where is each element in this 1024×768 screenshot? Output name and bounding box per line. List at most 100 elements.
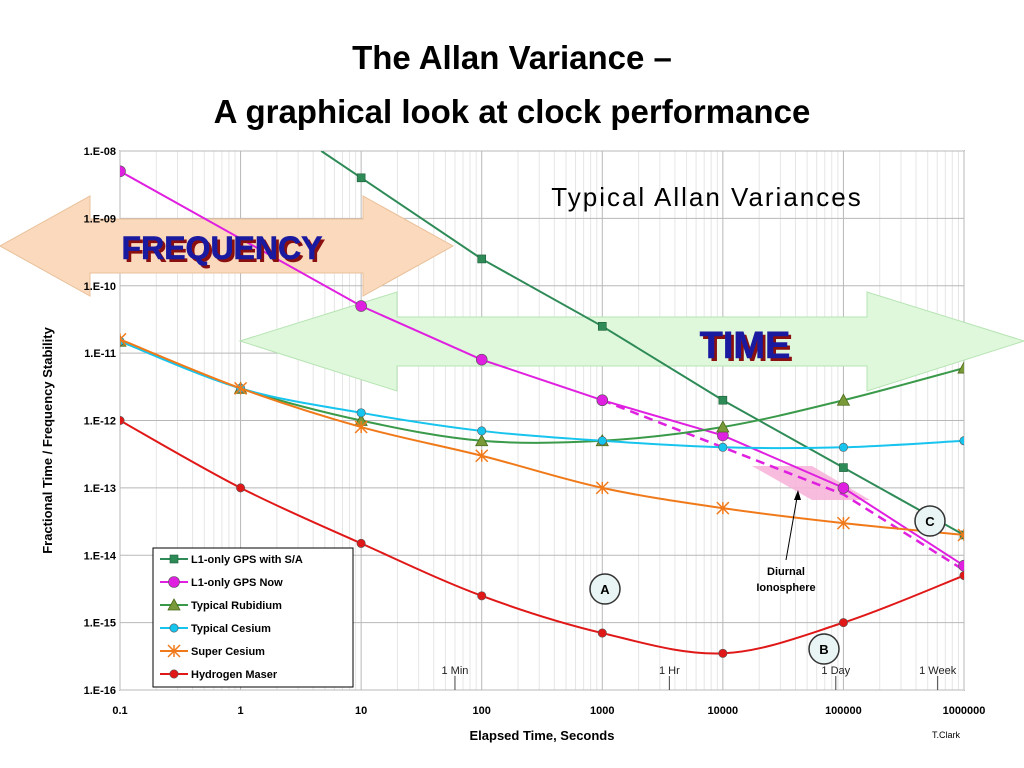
data-point <box>718 395 728 405</box>
legend-entry: Super Cesium <box>191 646 265 658</box>
data-point <box>234 381 248 395</box>
data-point <box>597 628 607 638</box>
y-tick-label: 1.E-08 <box>84 146 116 158</box>
series-super_cesium <box>120 332 964 542</box>
series-line <box>120 338 964 536</box>
data-point <box>355 300 367 312</box>
data-point <box>475 433 489 447</box>
series-maser <box>120 416 964 658</box>
data-point <box>718 442 728 452</box>
data-point <box>836 516 850 530</box>
y-tick-label: 1.E-14 <box>84 550 117 562</box>
diurnal-label-2: Ionosphere <box>756 582 815 594</box>
frequency-arrow <box>0 195 455 297</box>
x-axis-title: Elapsed Time, Seconds <box>470 728 615 743</box>
data-point <box>356 173 366 183</box>
event-label: 1 Week <box>919 665 957 677</box>
data-point <box>120 332 127 346</box>
legend-marker <box>169 669 179 679</box>
credit-label: T.Clark <box>932 730 961 740</box>
legend-marker <box>168 576 180 588</box>
y-tick-label: 1.E-09 <box>84 213 116 225</box>
data-point <box>718 648 728 658</box>
y-tick-label: 1.E-12 <box>84 416 116 428</box>
legend-marker <box>169 623 179 633</box>
y-tick-label: 1.E-15 <box>84 618 116 630</box>
time-arrow <box>238 291 1024 392</box>
legend-marker <box>167 598 181 611</box>
x-tick-label: 10000 <box>708 705 739 717</box>
data-point <box>836 393 851 406</box>
y-tick-label: 1.E-16 <box>84 685 116 697</box>
dashed-trend-line <box>601 399 964 572</box>
series-gps_now <box>120 165 964 572</box>
event-label: 1 Min <box>442 665 469 677</box>
data-point <box>477 591 487 601</box>
time-label: TIME <box>700 325 791 367</box>
legend-box <box>152 547 354 688</box>
x-tick-label: 100 <box>473 705 491 717</box>
data-point <box>957 361 964 374</box>
diurnal-label-1: Diurnal <box>767 566 805 578</box>
y-axis-title: Fractional Time / Frequency Stability <box>40 326 55 553</box>
data-point <box>477 254 487 264</box>
event-label: 1 Hr <box>659 665 680 677</box>
callout-label-circle_a: A <box>600 582 610 597</box>
time-label-shadow: TIME <box>703 328 794 370</box>
data-point <box>356 538 366 548</box>
data-point <box>716 501 730 515</box>
diurnal-pointer <box>785 491 799 561</box>
x-tick-label: 10 <box>355 705 367 717</box>
frequency-label: FREQUENCY <box>122 230 323 266</box>
legend-marker <box>167 644 181 658</box>
y-tick-label: 1.E-13 <box>84 483 116 495</box>
event-label: 1 Day <box>821 665 850 677</box>
data-point <box>838 442 848 452</box>
callout-label-circle_b: B <box>819 642 828 657</box>
legend-entry: L1-only GPS with S/A <box>191 554 303 566</box>
data-point <box>354 420 368 434</box>
data-point <box>475 353 488 366</box>
legend-entry: Typical Rubidium <box>191 600 282 612</box>
x-tick-label: 100000 <box>825 705 862 717</box>
y-tick-label: 1.E-10 <box>84 281 116 293</box>
y-tick-label: 1.E-11 <box>84 348 116 360</box>
data-point <box>596 394 609 407</box>
callout-circle_a <box>589 573 621 605</box>
legend-marker <box>169 554 179 564</box>
callout-circle_c <box>914 505 946 537</box>
x-tick-label: 1000000 <box>943 705 986 717</box>
data-point <box>838 618 848 628</box>
data-point <box>597 436 607 446</box>
data-point <box>477 426 487 436</box>
data-point <box>595 481 609 495</box>
x-tick-label: 0.1 <box>112 705 127 717</box>
legend-entry: Typical Cesium <box>191 623 271 635</box>
data-point <box>356 408 366 418</box>
legend-entry: L1-only GPS Now <box>191 577 283 589</box>
data-point <box>837 482 850 494</box>
x-tick-label: 1000 <box>590 705 614 717</box>
data-point <box>475 449 489 463</box>
data-point <box>120 416 125 425</box>
legend-entry: Hydrogen Maser <box>191 669 278 681</box>
data-point <box>236 483 246 493</box>
page-title-line1: The Allan Variance – <box>352 39 672 76</box>
callout-label-circle_c: C <box>925 514 935 529</box>
page-title-line2: A graphical look at clock performance <box>213 93 811 130</box>
data-point <box>597 322 607 331</box>
callout-circle_b <box>808 633 840 665</box>
data-point <box>716 420 730 433</box>
diurnal-pointer-head <box>794 490 801 500</box>
chart-title: Typical Allan Variances <box>551 182 862 212</box>
series-line <box>120 419 964 655</box>
frequency-label-shadow: FREQUENCY <box>125 233 326 269</box>
data-point <box>959 571 964 581</box>
data-point <box>957 528 964 542</box>
data-point <box>959 436 964 446</box>
data-point <box>958 559 964 572</box>
data-point <box>839 463 848 472</box>
data-point <box>120 165 126 178</box>
x-tick-label: 1 <box>238 705 244 717</box>
